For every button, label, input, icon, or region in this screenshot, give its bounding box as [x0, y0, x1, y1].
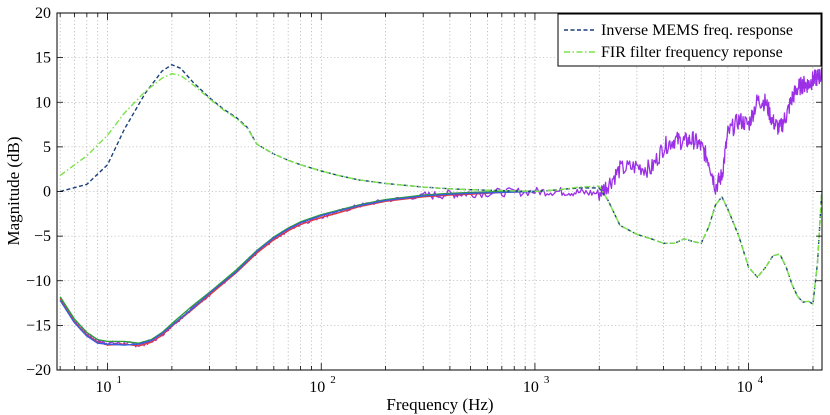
- x-tick-exponent: 2: [330, 374, 336, 386]
- legend-label-fir-filter: FIR filter frequency reponse: [601, 44, 783, 61]
- y-tick-label: 0: [43, 184, 51, 201]
- y-axis-title: Magnitude (dB): [4, 136, 23, 245]
- legend-box: [557, 13, 822, 67]
- y-tick-label: 10: [35, 94, 51, 111]
- x-tick-exponent: 3: [544, 374, 550, 386]
- x-tick-label: 10: [96, 379, 112, 396]
- x-tick-label: 10: [309, 379, 325, 396]
- legend-label-inverse-mems: Inverse MEMS freq. response: [601, 22, 793, 39]
- tick-labels: 20 15 10 5 0 −5 −10 −15 −20 10 1 10 2 10 3 10 4: [26, 5, 764, 396]
- legend: Inverse MEMS freq. response FIR filter f…: [557, 13, 822, 67]
- y-tick-label: −20: [26, 362, 51, 379]
- series-line-1: [59, 72, 822, 305]
- y-tick-label: −10: [26, 273, 51, 290]
- y-tick-label: −5: [34, 228, 51, 245]
- series-line-5: [59, 190, 535, 346]
- y-tick-label: 20: [35, 5, 51, 22]
- y-tick-label: 15: [35, 50, 51, 67]
- y-tick-label: 5: [43, 139, 51, 156]
- x-tick-label: 10: [737, 379, 753, 396]
- y-tick-label: −15: [26, 317, 51, 334]
- series-line-4: [59, 190, 535, 344]
- x-axis-title: Frequency (Hz): [386, 395, 493, 414]
- x-tick-exponent: 4: [758, 374, 764, 386]
- x-tick-label: 10: [523, 379, 539, 396]
- x-tick-exponent: 1: [117, 374, 123, 386]
- series-layer: [59, 64, 822, 348]
